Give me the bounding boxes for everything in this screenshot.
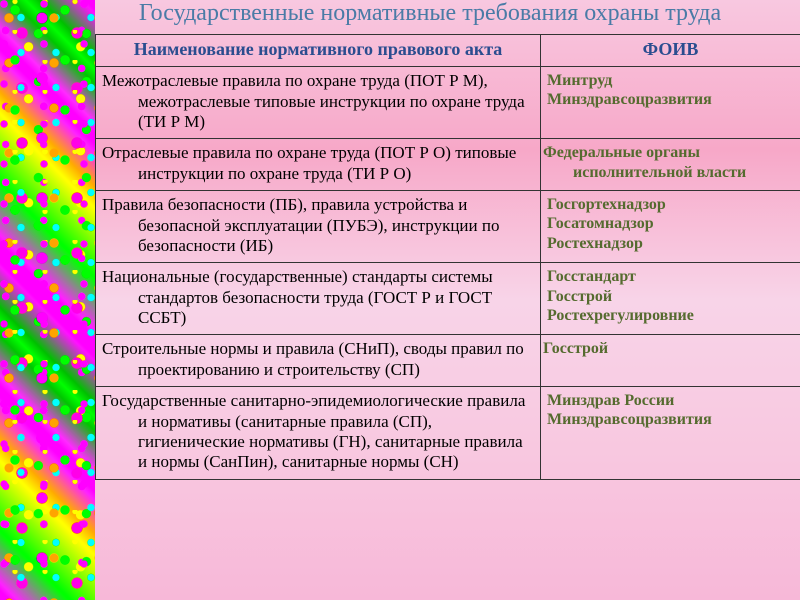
authority-cell: МинтрудМинздравсоцразвития [541, 67, 800, 139]
authority-line: Федеральные органы исполнительной власти [543, 143, 794, 181]
regulation-name-cell: Правила безопасности (ПБ), правила устро… [96, 191, 541, 263]
col-header-foiv: ФОИВ [541, 34, 800, 67]
table-row: Отраслевые правила по охране труда (ПОТ … [96, 139, 800, 191]
table-row: Государственные санитарно-эпидемиологиче… [96, 387, 800, 480]
page-title: Государственные нормативные требования о… [0, 0, 800, 34]
regulation-name-cell: Отраслевые правила по охране труда (ПОТ … [96, 139, 541, 191]
authority-cell: Госстрой [541, 335, 800, 387]
table-row: Строительные нормы и правила (СНиП), сво… [96, 335, 800, 387]
authority-cell: ГосгортехнадзорГосатомнадзорРостехнадзор [541, 191, 800, 263]
table-row: Национальные (государственные) стандарты… [96, 263, 800, 335]
authority-line: Ростехнадзор [547, 234, 794, 253]
authority-cell: Минздрав РоссииМинздравсоцразвития [541, 387, 800, 480]
regulation-name-cell: Межотраслевые правила по охране труда (П… [96, 67, 541, 139]
authority-line: Минздравсоцразвития [547, 410, 794, 429]
table-header-row: Наименование нормативного правового акта… [96, 34, 800, 67]
regulations-table: Наименование нормативного правового акта… [95, 34, 800, 480]
authority-line: Госстандарт [547, 267, 794, 286]
regulation-name-text: Отраслевые правила по охране труда (ПОТ … [102, 143, 534, 184]
authority-line: Минздрав России [547, 391, 794, 410]
col-header-name: Наименование нормативного правового акта [96, 34, 541, 67]
authority-line: Госстрой [543, 339, 794, 358]
authority-line: Госстрой [547, 287, 794, 306]
regulation-name-text: Межотраслевые правила по охране труда (П… [102, 71, 534, 132]
regulation-name-cell: Национальные (государственные) стандарты… [96, 263, 541, 335]
authority-line: Ростехрегулировние [547, 306, 794, 325]
regulation-name-text: Правила безопасности (ПБ), правила устро… [102, 195, 534, 256]
regulation-name-text: Национальные (государственные) стандарты… [102, 267, 534, 328]
table-row: Правила безопасности (ПБ), правила устро… [96, 191, 800, 263]
authority-cell: ГосстандартГосстройРостехрегулировние [541, 263, 800, 335]
regulation-name-cell: Государственные санитарно-эпидемиологиче… [96, 387, 541, 480]
regulation-name-text: Государственные санитарно-эпидемиологиче… [102, 391, 534, 473]
authority-line: Минздравсоцразвития [547, 90, 794, 109]
authority-line: Минтруд [547, 71, 794, 90]
table-row: Межотраслевые правила по охране труда (П… [96, 67, 800, 139]
regulation-name-text: Строительные нормы и правила (СНиП), сво… [102, 339, 534, 380]
regulation-name-cell: Строительные нормы и правила (СНиП), сво… [96, 335, 541, 387]
authority-line: Госатомнадзор [547, 214, 794, 233]
authority-line: Госгортехнадзор [547, 195, 794, 214]
authority-cell: Федеральные органы исполнительной власти [541, 139, 800, 191]
